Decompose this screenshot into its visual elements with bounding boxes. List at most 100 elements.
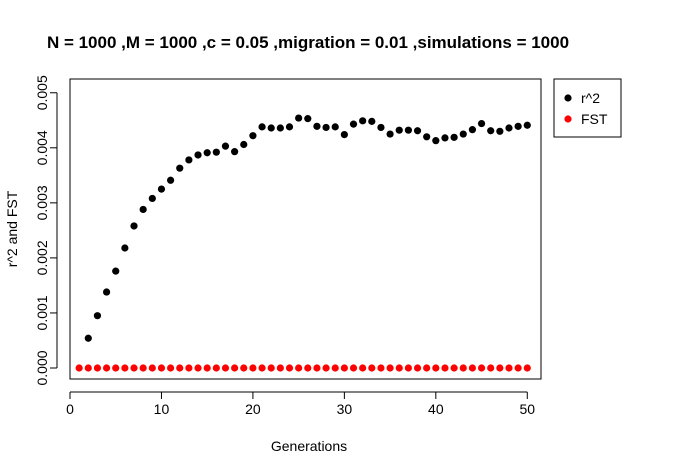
- y-axis: 0.000 0.001 0.002 0.003 0.004 0.005: [34, 75, 58, 386]
- r2-point: [112, 267, 120, 275]
- r2-point: [450, 133, 458, 141]
- x-tick-label: 0: [66, 401, 74, 417]
- fst-point: [468, 364, 477, 372]
- fst-point: [432, 364, 440, 372]
- fst-point: [240, 364, 248, 372]
- x-axis-label: Generations: [271, 438, 347, 454]
- x-tick-label: 20: [245, 401, 261, 417]
- fst-point: [185, 364, 193, 372]
- r2-point: [139, 205, 147, 214]
- fst-point: [139, 364, 147, 372]
- r2-point: [221, 142, 230, 150]
- fst-point: [386, 364, 394, 372]
- fst-point: [340, 364, 348, 372]
- r2-point: [185, 156, 193, 164]
- fst-point: [267, 364, 275, 372]
- y-tick-label: 0.004: [34, 130, 50, 165]
- fst-point: [157, 364, 166, 372]
- fst-point: [203, 364, 211, 372]
- y-tick-label: 0.005: [34, 75, 50, 110]
- fst-point: [368, 364, 376, 372]
- r2-point: [322, 123, 330, 132]
- r2-point: [349, 120, 358, 128]
- y-tick-label: 0.003: [34, 185, 50, 220]
- r2-point: [148, 194, 156, 203]
- fst-point: [349, 364, 358, 372]
- fst-point: [514, 364, 522, 372]
- x-tick-label: 40: [428, 401, 444, 417]
- r2-point: [285, 123, 294, 131]
- fst-point: [276, 364, 284, 372]
- r2-point: [395, 126, 403, 134]
- y-tick-label: 0.002: [34, 240, 50, 275]
- r2-point: [102, 288, 111, 296]
- r2-point: [212, 148, 220, 156]
- fst-point: [285, 364, 294, 372]
- legend-marker-r2: [564, 94, 572, 102]
- fst-point: [112, 364, 120, 372]
- fst-point: [413, 364, 422, 372]
- data-points: [75, 114, 531, 372]
- r2-point: [331, 123, 339, 131]
- r2-point: [368, 117, 376, 125]
- r2-point: [413, 127, 422, 135]
- fst-point: [304, 364, 312, 372]
- x-tick-label: 10: [154, 401, 170, 417]
- legend-label-fst: FST: [581, 111, 608, 127]
- r2-point: [496, 127, 504, 135]
- r2-point: [441, 134, 449, 142]
- legend: r^2 FST: [553, 78, 622, 138]
- r2-point: [313, 122, 321, 130]
- fst-point: [194, 364, 202, 372]
- fst-point: [258, 364, 266, 372]
- fst-point: [404, 364, 412, 372]
- fst-point: [102, 364, 111, 372]
- r2-point: [377, 123, 385, 132]
- y-tick-label: 0.000: [34, 350, 50, 385]
- r2-point: [93, 312, 102, 320]
- fst-point: [423, 364, 431, 372]
- fst-point: [148, 364, 156, 372]
- plot-area-frame: [69, 78, 542, 380]
- fst-point: [523, 364, 531, 372]
- r2-point: [423, 133, 431, 141]
- fst-point: [450, 364, 458, 372]
- r2-point: [157, 185, 166, 193]
- legend-label-r2: r^2: [581, 90, 600, 106]
- fst-point: [212, 364, 220, 372]
- r2-point: [203, 149, 211, 157]
- r2-point: [240, 140, 248, 149]
- fst-point: [395, 364, 403, 372]
- fst-point: [130, 364, 138, 372]
- fst-point: [221, 364, 230, 372]
- fst-point: [249, 364, 257, 372]
- r2-point: [295, 114, 303, 122]
- r2-point: [176, 164, 184, 172]
- chart-title: N = 1000 ,M = 1000 ,c = 0.05 ,migration …: [47, 33, 569, 52]
- r2-point: [459, 130, 467, 138]
- fst-point: [121, 364, 129, 372]
- fst-point: [459, 364, 467, 372]
- fst-point: [84, 364, 92, 372]
- r2-point: [167, 176, 175, 184]
- legend-frame: [553, 78, 622, 138]
- r2-point: [84, 334, 92, 342]
- fst-point: [496, 364, 504, 372]
- r2-point: [121, 244, 129, 252]
- fst-point: [75, 364, 83, 372]
- fst-point: [93, 364, 102, 372]
- legend-marker-fst: [564, 115, 572, 123]
- r2-point: [304, 115, 312, 123]
- x-axis: 0 10 20 30 40 50: [66, 391, 535, 417]
- y-axis-label: r^2 and FST: [4, 190, 20, 267]
- fst-point: [167, 364, 175, 372]
- r2-point: [267, 124, 275, 132]
- fst-point: [377, 364, 385, 372]
- r2-point: [340, 130, 348, 139]
- r2-point: [359, 117, 367, 125]
- r2-point: [487, 127, 495, 135]
- r2-point: [477, 119, 486, 128]
- r2-point: [130, 222, 138, 230]
- r2-point: [404, 126, 412, 134]
